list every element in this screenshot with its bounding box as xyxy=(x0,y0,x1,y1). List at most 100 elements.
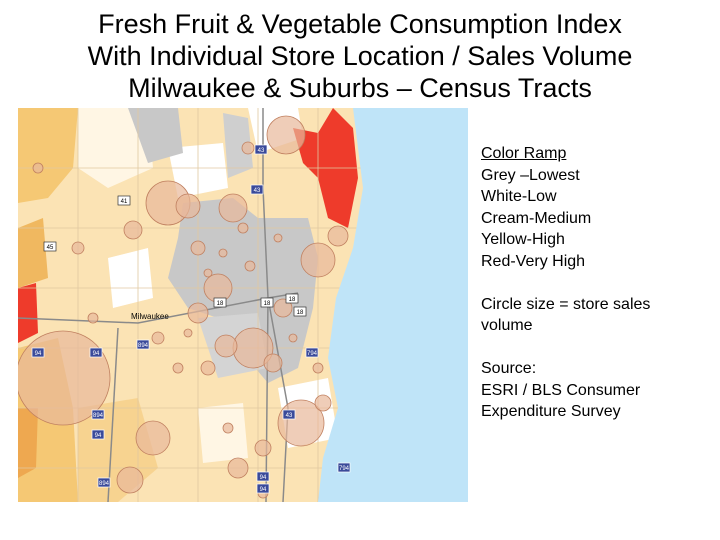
lake-michigan xyxy=(318,108,468,502)
shield: 43 xyxy=(254,144,268,155)
tract-very-high-w xyxy=(18,283,38,343)
shield: 43 xyxy=(250,184,264,195)
svg-text:41: 41 xyxy=(121,199,128,205)
store-circle xyxy=(312,362,324,374)
store-circle xyxy=(123,220,143,240)
store-circle xyxy=(190,240,206,256)
legend-heading: Color Ramp xyxy=(481,145,567,162)
highway-shields: 43 43 41 45 18 18 18 18 94 94 894 794 89… xyxy=(31,144,351,494)
tract-high-sw2 xyxy=(18,408,38,478)
store-circle xyxy=(135,420,171,456)
svg-text:43: 43 xyxy=(258,148,265,154)
store-circle xyxy=(218,248,228,258)
legend-item-yellow: Yellow-High xyxy=(481,231,565,248)
shield: 94 xyxy=(256,471,270,482)
svg-text:794: 794 xyxy=(307,351,318,357)
shield: 794 xyxy=(337,462,351,473)
svg-text:94: 94 xyxy=(93,351,100,357)
store-circle xyxy=(273,233,283,243)
source-line-2: Expenditure Survey xyxy=(481,403,621,420)
shield: 894 xyxy=(97,477,111,488)
svg-text:894: 894 xyxy=(99,481,110,487)
shield: 41 xyxy=(117,195,131,206)
store-circle xyxy=(87,312,99,324)
tract-lowest-core xyxy=(168,198,318,383)
svg-text:18: 18 xyxy=(264,301,271,307)
tract-low-5 xyxy=(198,403,248,463)
shield: 894 xyxy=(91,409,105,420)
shield: 94 xyxy=(256,483,270,494)
source-label: Source: xyxy=(481,360,537,377)
shield: 18 xyxy=(293,306,307,317)
svg-text:894: 894 xyxy=(93,413,104,419)
store-circle xyxy=(288,333,298,343)
title-line-1: Fresh Fruit & Vegetable Consumption Inde… xyxy=(98,9,622,39)
shield: 794 xyxy=(305,347,319,358)
svg-text:794: 794 xyxy=(339,466,350,472)
store-circle xyxy=(266,115,306,155)
svg-text:18: 18 xyxy=(297,310,304,316)
shield: 94 xyxy=(31,347,45,358)
shield: 94 xyxy=(91,429,105,440)
city-label: Milwaukee xyxy=(131,312,169,321)
svg-text:18: 18 xyxy=(289,297,296,303)
svg-text:94: 94 xyxy=(35,351,42,357)
store-circle xyxy=(187,302,209,324)
svg-text:43: 43 xyxy=(286,413,293,419)
store-circle xyxy=(300,242,336,278)
shield: 45 xyxy=(43,241,57,252)
shield: 18 xyxy=(213,297,227,308)
svg-text:43: 43 xyxy=(254,188,261,194)
svg-text:94: 94 xyxy=(260,487,267,493)
store-circle xyxy=(116,466,144,494)
legend-item-white: White-Low xyxy=(481,188,557,205)
store-circle xyxy=(237,222,249,234)
shield: 18 xyxy=(285,293,299,304)
shield: 894 xyxy=(136,339,150,350)
shield: 94 xyxy=(89,347,103,358)
tract-low-3 xyxy=(108,248,153,308)
shield: 43 xyxy=(282,409,296,420)
store-circle xyxy=(71,241,85,255)
page-title: Fresh Fruit & Vegetable Consumption Inde… xyxy=(0,8,720,104)
circle-size-note: Circle size = store sales xyxy=(481,295,651,313)
svg-text:18: 18 xyxy=(217,301,224,307)
store-circle xyxy=(172,362,184,374)
title-line-3: Milwaukee & Suburbs – Census Tracts xyxy=(128,73,592,103)
store-circle xyxy=(314,394,332,412)
store-circle xyxy=(218,193,248,223)
tract-high-w xyxy=(18,218,48,288)
store-circle xyxy=(263,353,283,373)
legend-spacer xyxy=(481,272,711,294)
map-svg: Milwaukee 43 43 41 45 18 18 18 18 94 94 … xyxy=(18,108,468,502)
store-circle xyxy=(175,193,201,219)
store-circle xyxy=(32,162,44,174)
title-line-2: With Individual Store Location / Sales V… xyxy=(87,41,633,71)
census-tract-map: Milwaukee 43 43 41 45 18 18 18 18 94 94 … xyxy=(18,108,468,502)
svg-text:894: 894 xyxy=(138,343,149,349)
svg-text:94: 94 xyxy=(260,475,267,481)
store-circle xyxy=(151,331,165,345)
shield: 18 xyxy=(260,297,274,308)
store-circle xyxy=(200,360,216,376)
circle-size-note-2: volume xyxy=(481,317,533,334)
tract-lowest-n xyxy=(128,108,183,163)
store-circle xyxy=(244,260,256,272)
legend-item-grey: Grey –Lowest xyxy=(481,166,580,184)
map-legend: Color Ramp Grey –Lowest White-Low Cream-… xyxy=(481,143,711,423)
store-circle xyxy=(183,328,193,338)
legend-item-red: Red-Very High xyxy=(481,252,586,270)
tract-high-nw xyxy=(18,108,78,203)
legend-spacer xyxy=(481,337,711,359)
store-circle xyxy=(241,141,255,155)
store-circle xyxy=(227,457,249,479)
store-circle xyxy=(327,225,349,247)
svg-text:94: 94 xyxy=(95,433,102,439)
source-line-1: ESRI / BLS Consumer xyxy=(481,381,641,399)
legend-item-cream: Cream-Medium xyxy=(481,209,592,227)
store-circle xyxy=(203,268,213,278)
store-circle xyxy=(214,334,238,358)
store-circle xyxy=(222,422,234,434)
store-circle xyxy=(273,298,293,318)
tract-lowest-n2 xyxy=(223,113,253,178)
